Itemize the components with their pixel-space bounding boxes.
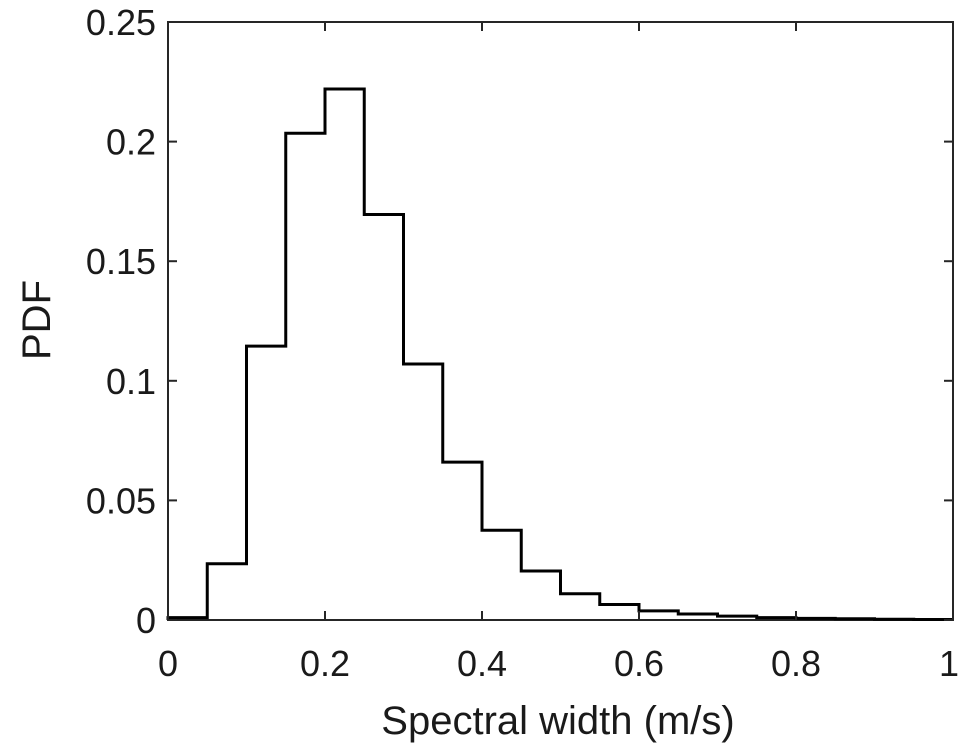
histogram-bin [521,571,560,620]
x-tick-label: 0 [158,643,178,684]
x-axis-ticks [167,22,954,620]
histogram-bin [835,619,874,620]
x-axis-label: Spectral width (m/s) [381,699,734,743]
histogram-bin [639,611,678,620]
histogram-bin [286,133,325,620]
x-tick-label: 0.2 [300,643,350,684]
y-axis-ticks [168,21,953,621]
histogram-series-line [166,87,953,622]
histogram-bin [561,594,600,620]
y-tick-label: 0.15 [86,241,156,282]
histogram-bin [718,616,757,620]
histogram-bin [678,614,717,620]
plot-area [166,21,954,622]
y-tick-label: 0 [136,600,156,641]
histogram-bin [247,346,286,620]
x-tick-label: 0.6 [614,643,664,684]
histogram-bin [207,564,246,620]
y-axis-label: PDF [15,280,59,360]
histogram-bin [364,215,403,620]
x-tick-label: 0.4 [457,643,507,684]
x-tick-label: 1 [939,643,959,684]
y-tick-label: 0.25 [86,2,156,43]
histogram-bin [443,462,482,620]
histogram-bin [757,618,796,620]
histogram-bin [796,618,835,620]
y-tick-label: 0.2 [106,122,156,163]
histogram-bin [325,89,364,620]
axes-box [167,21,954,621]
histogram-bin [600,604,639,620]
x-axis-tick-labels: 0 0.2 0.4 0.6 0.8 1 [158,643,959,684]
y-tick-label: 0.1 [106,361,156,402]
x-tick-label: 0.8 [771,643,821,684]
y-axis-tick-labels: 0 0.05 0.1 0.15 0.2 0.25 [86,2,156,641]
histogram-bin [404,364,443,620]
histogram-bin [482,530,521,620]
y-tick-label: 0.05 [86,480,156,521]
histogram-bin [875,619,914,620]
